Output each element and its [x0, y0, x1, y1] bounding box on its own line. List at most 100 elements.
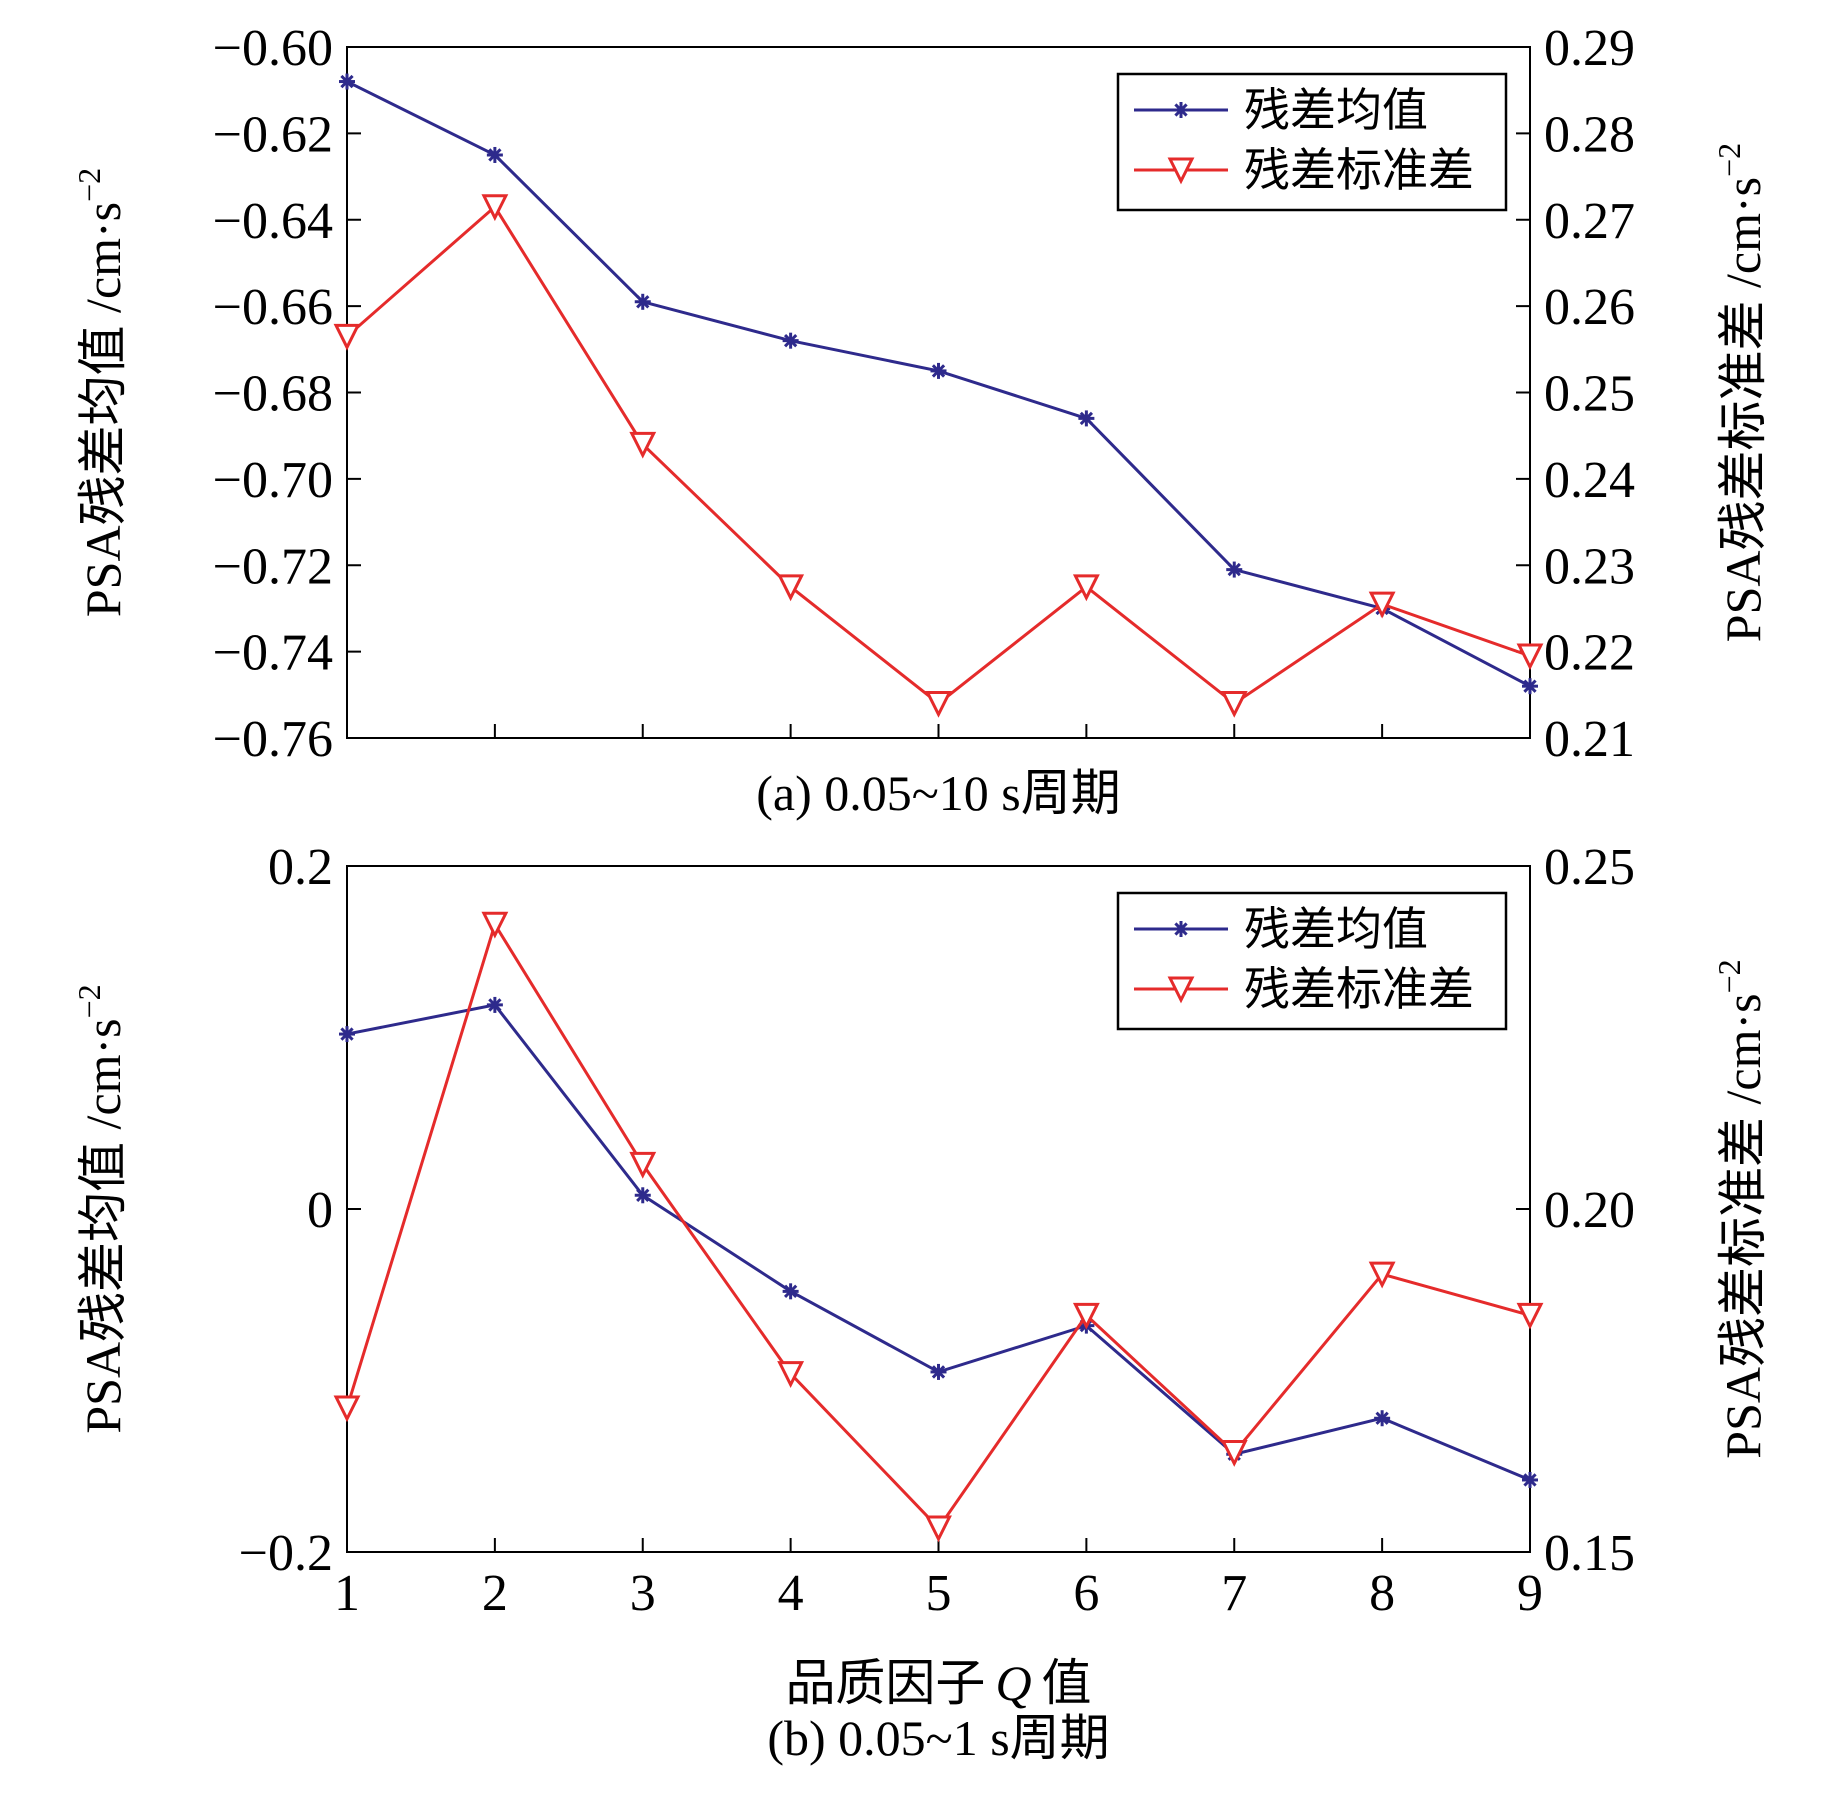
x-tick-label: 8: [1369, 1565, 1395, 1622]
y-left-tick-label: 0.2: [268, 839, 333, 896]
x-tick-label: 6: [1073, 1565, 1099, 1622]
data-point-triangle: [1516, 1302, 1544, 1330]
legend-marker-triangle: [1167, 157, 1195, 185]
legend-item-std: 残差标准差: [1134, 145, 1474, 196]
panel-caption: (b) 0.05~1 s周期: [767, 1710, 1109, 1766]
data-point-asterisk: [930, 1363, 947, 1380]
legend-item-std: 残差标准差: [1134, 964, 1474, 1015]
series-mean: [339, 996, 1538, 1488]
data-point-asterisk: [634, 1187, 651, 1204]
y-right-axis-title: PSA残差标准差 /cm·s−2: [1711, 959, 1771, 1458]
y-left-axis-title-exponent: −2: [71, 168, 107, 202]
data-point-triangle: [1368, 1261, 1396, 1289]
asterisk-stroke: [1174, 922, 1188, 936]
y-right-tick-label: 0.25: [1544, 366, 1635, 423]
y-left-tick-label: −0.60: [213, 20, 333, 77]
data-point-triangle: [925, 1515, 952, 1543]
asterisk-stroke: [1079, 411, 1094, 426]
legend-label: 残差均值: [1244, 904, 1428, 955]
y-left-tick-label: −0.62: [213, 106, 333, 163]
series-std: [333, 194, 1544, 718]
y-left-tick-label: −0.74: [213, 625, 333, 682]
asterisk-stroke: [1227, 562, 1241, 577]
legend-box: [1116, 891, 1508, 1031]
x-tick-label: 3: [630, 1565, 656, 1622]
x-axis-title-suffix: 值: [1042, 1655, 1092, 1711]
y-left-axis-title: PSA残差均值 /cm·s−2: [71, 984, 131, 1433]
asterisk-stroke: [783, 1284, 798, 1298]
data-point-triangle: [481, 194, 509, 222]
y-left-axis-title-exponent: −2: [71, 984, 107, 1018]
x-tick-label: 7: [1221, 1565, 1247, 1622]
legend-box: [1116, 72, 1508, 212]
y-left-tick-label: −0.68: [213, 366, 333, 423]
y-right-axis-title: PSA残差标准差 /cm·s−2: [1711, 143, 1771, 642]
y-right-tick-label: 0.15: [1544, 1525, 1635, 1582]
x-axis-title-text: 品质因子: [785, 1655, 985, 1711]
data-point-triangle: [1072, 1302, 1100, 1330]
series-line: [346, 1003, 1531, 1482]
data-point-triangle: [925, 690, 952, 718]
y-right-tick-label: 0.27: [1544, 193, 1635, 250]
asterisk-stroke: [1174, 103, 1188, 117]
y-right-axis-title-exponent: −2: [1711, 959, 1747, 993]
data-point-triangle: [1516, 643, 1544, 671]
data-point-asterisk: [634, 293, 651, 310]
x-axis-title-symbol: Q: [995, 1655, 1031, 1711]
data-point-triangle: [333, 1395, 361, 1423]
y-right-tick-label: 0.26: [1544, 279, 1635, 336]
legend-marker-asterisk: [1173, 102, 1189, 118]
y-right-axis-title-exponent: −2: [1711, 143, 1747, 177]
data-point-asterisk: [1374, 1410, 1391, 1427]
data-point-asterisk: [486, 146, 503, 163]
data-point-asterisk: [1226, 561, 1243, 578]
asterisk-stroke: [931, 1365, 946, 1379]
data-point-asterisk: [782, 1283, 799, 1300]
series-std: [333, 911, 1544, 1543]
x-tick-label: 5: [926, 1565, 952, 1622]
data-point-asterisk: [782, 332, 799, 349]
data-point-asterisk: [486, 996, 503, 1013]
y-left-tick-label: 0: [307, 1182, 333, 1239]
y-left-axis-title-text: PSA残差均值 /cm·s: [75, 1018, 131, 1433]
data-point-triangle: [777, 1361, 805, 1388]
data-point-asterisk: [1522, 678, 1538, 695]
data-point-triangle: [629, 431, 657, 459]
asterisk-stroke: [783, 334, 798, 348]
data-point-asterisk: [930, 362, 947, 379]
data-point-asterisk: [1522, 1471, 1538, 1488]
y-left-tick-label: −0.70: [213, 452, 333, 509]
y-right-tick-label: 0.21: [1544, 711, 1635, 768]
legend-label: 残差均值: [1244, 85, 1428, 136]
asterisk-stroke: [636, 295, 650, 309]
y-right-axis-title-text: PSA残差标准差 /cm·s: [1715, 993, 1771, 1458]
y-left-axis-title-text: PSA残差均值 /cm·s: [75, 202, 131, 617]
y-left-tick-label: −0.2: [239, 1525, 333, 1582]
y-right-tick-label: 0.25: [1544, 839, 1635, 896]
y-left-tick-label: −0.72: [213, 538, 333, 595]
y-left-tick-label: −0.76: [213, 711, 333, 768]
chart-panel-a: −0.60 −0.62 −0.64 −0.66 −0.68 −0.70 −0.72 −0.74…: [71, 20, 1771, 821]
y-left-axis-title: PSA残差均值 /cm·s−2: [71, 168, 131, 617]
y-right-tick-label: 0.29: [1544, 20, 1635, 77]
legend-item-mean: 残差均值: [1134, 904, 1428, 955]
data-point-asterisk: [339, 1026, 355, 1043]
x-tick-label: 9: [1517, 1565, 1543, 1622]
data-point-triangle: [1220, 1440, 1248, 1467]
y-right-tick-label: 0.24: [1544, 452, 1635, 509]
asterisk-stroke: [1523, 679, 1537, 693]
y-right-tick-label: 0.20: [1544, 1182, 1635, 1239]
data-point-triangle: [1220, 690, 1248, 718]
data-point-asterisk: [339, 73, 355, 90]
series-mean: [339, 73, 1538, 695]
asterisk-stroke: [931, 364, 946, 378]
asterisk-stroke: [636, 1188, 650, 1202]
asterisk-stroke: [488, 998, 502, 1012]
asterisk-stroke: [1523, 1473, 1537, 1487]
legend-label: 残差标准差: [1244, 145, 1474, 196]
y-right-axis-title-text: PSA残差标准差 /cm·s: [1715, 177, 1771, 642]
